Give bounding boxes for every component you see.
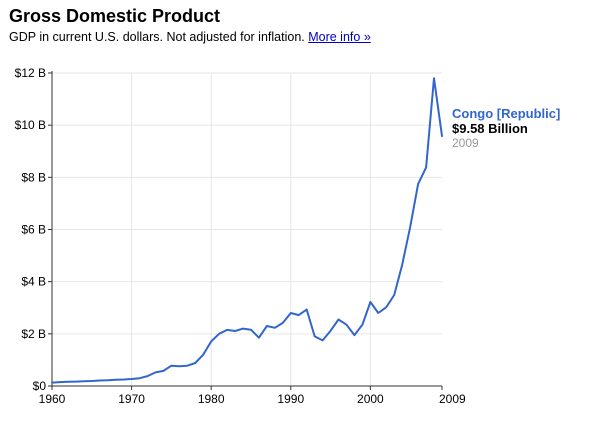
x-tick-label: 1960 (39, 392, 66, 406)
x-tick-label: 1980 (198, 392, 225, 406)
y-tick-label: $8 B (21, 170, 46, 184)
x-tick-label: 1970 (118, 392, 145, 406)
y-tick-label: $6 B (21, 223, 46, 237)
subtitle-text: GDP in current U.S. dollars. Not adjuste… (9, 30, 305, 44)
y-tick-labels: $0 $2 B $4 B $6 B $8 B $10 B $12 B (15, 66, 47, 393)
series-layer (51, 77, 443, 384)
y-tick-label: $4 B (21, 275, 46, 289)
legend-series-value: $9.58 Billion (452, 121, 528, 136)
y-tick-label: $12 B (15, 66, 46, 80)
series-legend: Congo [Republic] $9.58 Billion 2009 (452, 106, 560, 151)
legend-series-year: 2009 (452, 136, 479, 150)
grid-lines (52, 72, 442, 386)
chart-title: Gross Domestic Product (9, 6, 221, 26)
chart-subtitle: GDP in current U.S. dollars. Not adjuste… (9, 29, 371, 45)
more-info-link[interactable]: More info » (308, 30, 371, 44)
y-tick-label: $2 B (21, 327, 46, 341)
series-line-congo (51, 77, 443, 384)
y-tick-label: $10 B (15, 118, 46, 132)
legend-series-name[interactable]: Congo [Republic] (452, 106, 561, 121)
x-tick-labels: 1960 1970 1980 1990 2000 2009 (39, 392, 466, 406)
y-tick-label: $0 (33, 379, 47, 393)
axes (48, 71, 443, 390)
x-tick-label: 1990 (277, 392, 304, 406)
x-tick-label: 2000 (357, 392, 384, 406)
x-tick-label: 2009 (439, 392, 466, 406)
